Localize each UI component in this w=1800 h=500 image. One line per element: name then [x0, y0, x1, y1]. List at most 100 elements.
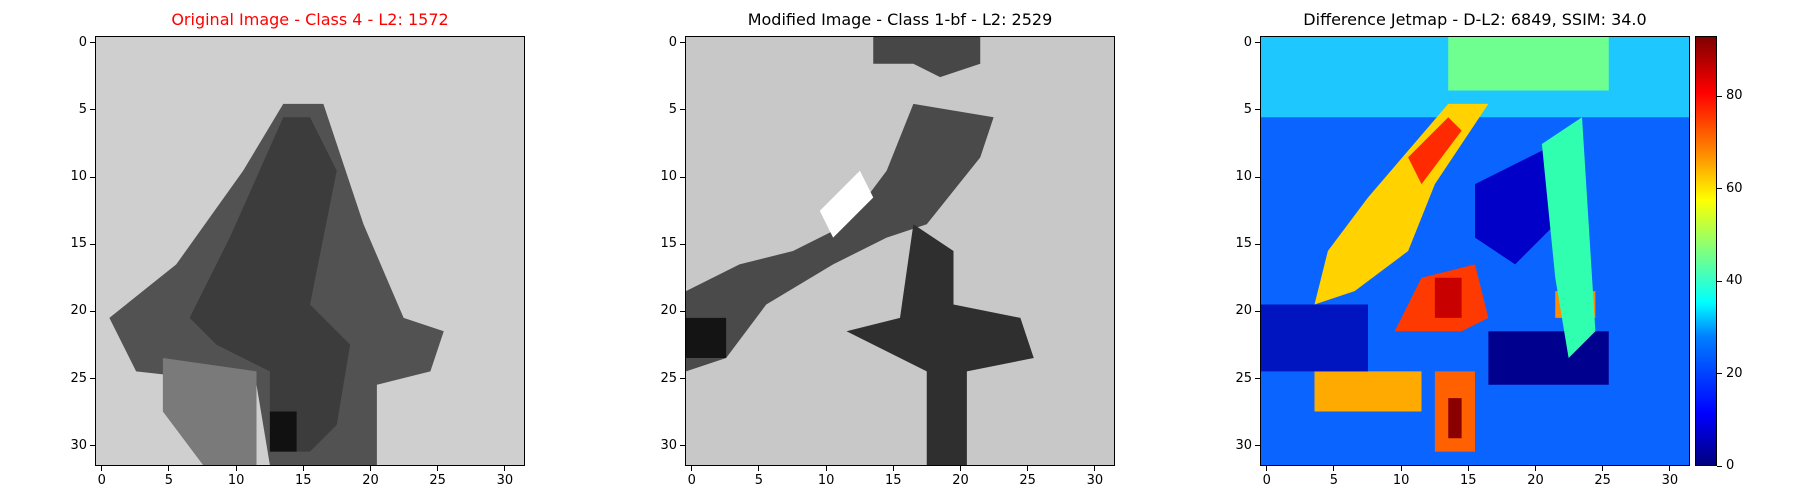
colorbar-tick-label: 20: [1726, 365, 1743, 381]
x-tick-label: 25: [1019, 473, 1036, 488]
x-tick-label: 5: [754, 473, 764, 488]
y-tick-mark: [90, 310, 95, 312]
y-tick-mark: [1255, 176, 1260, 178]
y-tick-label: 5: [668, 101, 677, 117]
x-tick-mark: [959, 466, 961, 471]
x-tick-label: 5: [164, 473, 174, 488]
y-tick-mark: [90, 445, 95, 447]
x-tick-mark: [101, 466, 103, 471]
panel-modified: Modified Image - Class 1-bf - L2: 2529: [685, 0, 1115, 500]
y-tick-label: 25: [660, 370, 677, 386]
x-tick-mark: [168, 466, 170, 471]
y-tick-mark: [1255, 109, 1260, 111]
y-tick-label: 10: [660, 169, 677, 185]
x-tick-mark: [302, 466, 304, 471]
y-tick-label: 25: [70, 370, 87, 386]
y-tick-mark: [680, 243, 685, 245]
y-tick-label: 30: [660, 437, 677, 453]
colorbar-tick-mark: [1717, 95, 1722, 97]
y-tick-mark: [90, 176, 95, 178]
x-tick-mark: [1669, 466, 1671, 471]
y-tick-label: 15: [660, 236, 677, 252]
y-tick-mark: [680, 109, 685, 111]
x-tick-mark: [825, 466, 827, 471]
x-tick-label: 10: [227, 473, 245, 488]
y-tick-mark: [90, 42, 95, 44]
y-tick-label: 20: [1235, 303, 1252, 319]
y-tick-label: 15: [1235, 236, 1252, 252]
y-tick-mark: [1255, 378, 1260, 380]
x-tick-label: 0: [97, 473, 106, 488]
x-tick-label: 15: [885, 473, 902, 488]
x-tick-label: 20: [1527, 473, 1544, 488]
x-tick-label: 0: [687, 473, 696, 488]
x-tick-mark: [504, 466, 506, 471]
y-tick-mark: [1255, 445, 1260, 447]
y-tick-label: 5: [1243, 101, 1252, 117]
y-tick-label: 30: [1235, 437, 1252, 453]
y-tick-label: 20: [70, 303, 87, 319]
x-tick-mark: [369, 466, 371, 471]
colorbar: [1695, 36, 1717, 466]
y-tick-mark: [90, 109, 95, 111]
panel-original: Original Image - Class 4 - L2: 1572: [95, 0, 525, 500]
colorbar-tick-mark: [1717, 465, 1722, 467]
y-tick-label: 0: [668, 34, 677, 50]
x-tick-mark: [1534, 466, 1536, 471]
panel-title: Original Image - Class 4 - L2: 1572: [171, 10, 449, 29]
y-tick-mark: [680, 378, 685, 380]
y-tick-mark: [680, 310, 685, 312]
y-tick-mark: [90, 378, 95, 380]
colorbar-tick-label: 80: [1726, 88, 1743, 104]
y-tick-label: 15: [70, 236, 87, 252]
x-tick-mark: [691, 466, 693, 471]
y-tick-mark: [680, 445, 685, 447]
y-tick-label: 20: [660, 303, 677, 319]
panel-title: Difference Jetmap - D-L2: 6849, SSIM: 34…: [1303, 10, 1647, 29]
x-tick-mark: [1602, 466, 1604, 471]
y-tick-label: 30: [70, 437, 87, 453]
y-tick-label: 10: [70, 169, 87, 185]
x-tick-label: 15: [295, 473, 312, 488]
y-tick-label: 0: [78, 34, 87, 50]
colorbar-tick-label: 0: [1726, 458, 1735, 473]
original-image: [96, 37, 524, 465]
colorbar-tick-mark: [1717, 280, 1722, 282]
x-tick-mark: [1400, 466, 1402, 471]
x-tick-mark: [1094, 466, 1096, 471]
colorbar-tick-label: 60: [1726, 180, 1743, 196]
y-tick-label: 0: [1243, 34, 1252, 50]
x-tick-label: 25: [1594, 473, 1611, 488]
difference-jetmap: [1261, 37, 1689, 465]
x-tick-label: 20: [952, 473, 969, 488]
y-tick-mark: [90, 243, 95, 245]
x-tick-mark: [235, 466, 237, 471]
y-tick-label: 25: [1235, 370, 1252, 386]
panel-title: Modified Image - Class 1-bf - L2: 2529: [747, 10, 1053, 29]
x-tick-mark: [892, 466, 894, 471]
x-tick-mark: [1027, 466, 1029, 471]
colorbar-tick-mark: [1717, 188, 1722, 190]
y-tick-mark: [1255, 310, 1260, 312]
y-tick-label: 5: [78, 101, 87, 117]
x-tick-mark: [1467, 466, 1469, 471]
panel-difference: Difference Jetmap - D-L2: 6849, SSIM: 34…: [1260, 0, 1690, 500]
x-tick-label: 5: [1329, 473, 1339, 488]
x-tick-label: 20: [362, 473, 379, 488]
x-tick-label: 30: [496, 473, 514, 488]
x-tick-mark: [758, 466, 760, 471]
plot-area: [95, 36, 525, 466]
x-tick-label: 25: [429, 473, 446, 488]
x-tick-mark: [437, 466, 439, 471]
x-tick-label: 30: [1086, 473, 1104, 488]
x-tick-label: 10: [1392, 473, 1410, 488]
plot-area: [685, 36, 1115, 466]
plot-area: [1260, 36, 1690, 466]
colorbar-tick-mark: [1717, 373, 1722, 375]
y-tick-mark: [680, 176, 685, 178]
y-tick-mark: [680, 42, 685, 44]
x-tick-label: 15: [1460, 473, 1477, 488]
y-tick-mark: [1255, 243, 1260, 245]
x-tick-label: 0: [1262, 473, 1271, 488]
modified-image: [686, 37, 1114, 465]
